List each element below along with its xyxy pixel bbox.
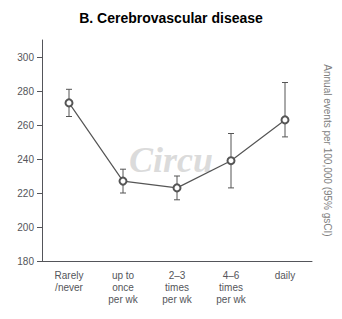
svg-text:Annual events per 100,000 (95%: Annual events per 100,000 (95% gsCI) <box>322 64 333 236</box>
svg-text:280: 280 <box>17 86 34 97</box>
svg-text:260: 260 <box>17 120 34 131</box>
svg-text:Circu: Circu <box>129 140 213 180</box>
svg-text:once: once <box>112 282 134 293</box>
svg-text:times: times <box>165 282 189 293</box>
svg-text:300: 300 <box>17 52 34 63</box>
svg-text:per wk: per wk <box>108 294 138 305</box>
svg-text:240: 240 <box>17 154 34 165</box>
svg-text:2–3: 2–3 <box>169 270 186 281</box>
svg-text:/never: /never <box>55 282 83 293</box>
svg-text:per wk: per wk <box>162 294 192 305</box>
svg-text:times: times <box>219 282 243 293</box>
svg-text:Rarely: Rarely <box>55 270 84 281</box>
svg-text:180: 180 <box>17 256 34 267</box>
svg-text:up to: up to <box>112 270 135 281</box>
svg-text:200: 200 <box>17 222 34 233</box>
svg-text:4–6: 4–6 <box>223 270 240 281</box>
svg-text:daily: daily <box>275 270 296 281</box>
svg-text:B. Cerebrovascular disease: B. Cerebrovascular disease <box>79 10 263 26</box>
svg-text:220: 220 <box>17 188 34 199</box>
svg-text:per wk: per wk <box>216 294 246 305</box>
